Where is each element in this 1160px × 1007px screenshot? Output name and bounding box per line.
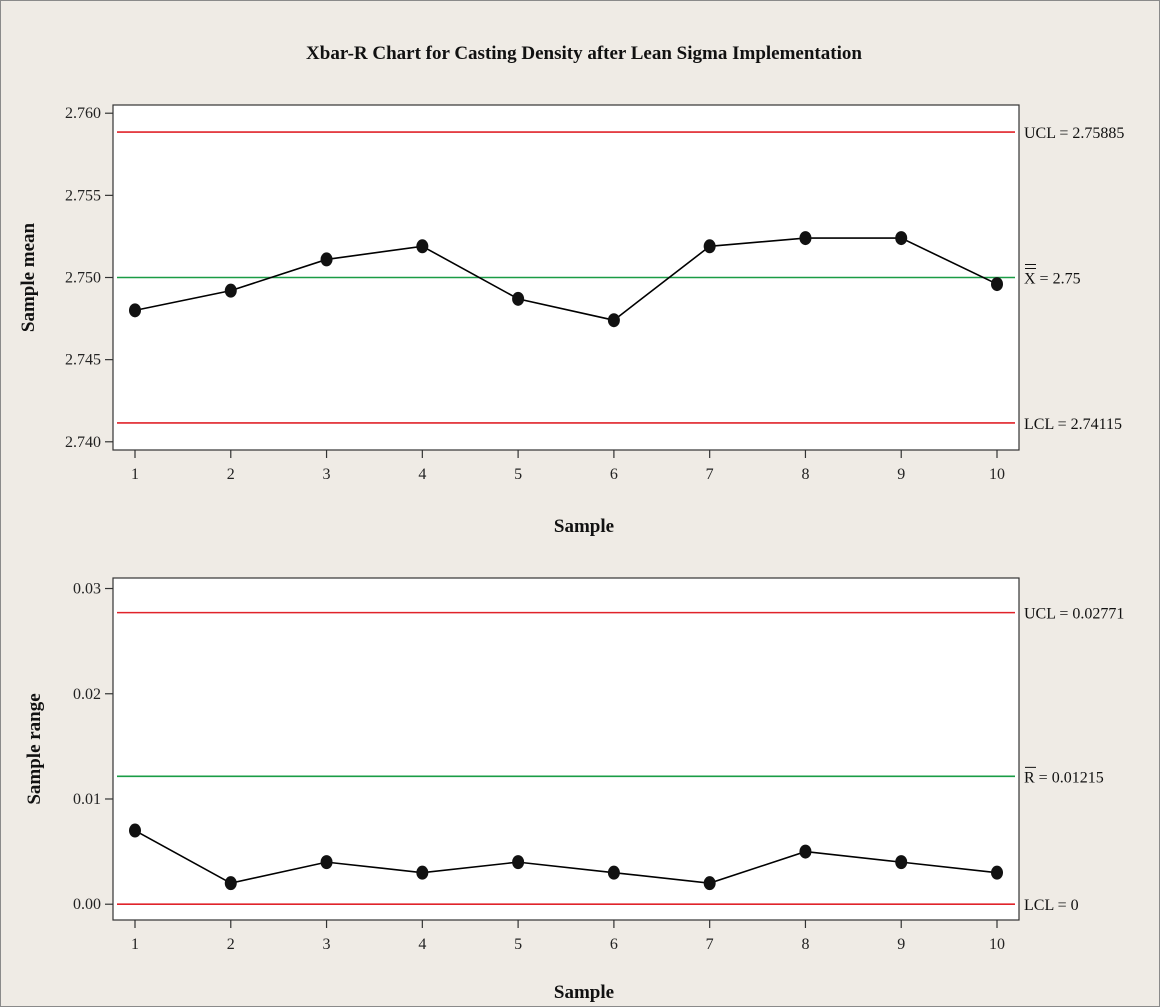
xbar-panel: 2.760 2.755 2.750 2.745 2.740 1 2 3 4 5 6 7 8 9 10 UCL … — [18, 104, 1124, 537]
range-center-label: R = 0.01215 — [1024, 769, 1104, 786]
range-point — [416, 865, 429, 880]
range-point — [799, 844, 812, 859]
xbar-point — [991, 277, 1003, 292]
xbar-point — [224, 283, 237, 298]
xbar-y-axis-label: Sample mean — [18, 222, 39, 332]
xbar-xtick-label: 3 — [323, 466, 331, 483]
range-y-axis-label: Sample range — [24, 693, 45, 804]
range-xtick-label: 6 — [610, 936, 618, 953]
xbar-ucl-label: UCL = 2.75885 — [1024, 125, 1124, 142]
xbar-xtick-label: 5 — [514, 466, 522, 483]
xbar-xtick-label: 7 — [706, 466, 714, 483]
range-ytick-label: 0.02 — [73, 686, 101, 703]
xbar-point — [512, 291, 525, 306]
range-x-axis-label: Sample — [554, 982, 614, 1003]
range-ytick-label: 0.00 — [73, 896, 101, 913]
xbar-lcl-label: LCL = 2.74115 — [1024, 416, 1122, 433]
xbar-xtick-label: 8 — [801, 466, 809, 483]
range-point — [224, 876, 237, 891]
range-point — [512, 855, 525, 870]
range-point — [991, 865, 1003, 880]
range-panel: 0.03 0.02 0.01 0.00 1 2 3 4 5 6 7 8 9 10 UCL = 0.02771… — [24, 577, 1124, 1003]
xbar-ytick-label: 2.745 — [65, 352, 101, 369]
range-point — [895, 855, 908, 870]
range-xtick-label: 1 — [131, 936, 139, 953]
range-ucl-label: UCL = 0.02771 — [1024, 606, 1124, 623]
xbar-point — [703, 239, 716, 254]
range-xtick-label: 3 — [323, 936, 331, 953]
xbar-point — [129, 303, 141, 318]
range-series-line — [134, 829, 998, 885]
range-point — [703, 876, 716, 891]
range-xtick-label: 2 — [227, 936, 235, 953]
xbar-xtick-label: 1 — [131, 466, 139, 483]
xbar-xtick-label: 2 — [227, 466, 235, 483]
xbar-point — [895, 231, 908, 246]
range-point — [607, 865, 620, 880]
range-xtick-label: 9 — [897, 936, 905, 953]
xbar-series-line — [134, 237, 998, 322]
range-xtick-label: 7 — [706, 936, 714, 953]
range-lcl-label: LCL = 0 — [1024, 897, 1079, 914]
xbar-ytick-label: 2.750 — [65, 270, 101, 287]
xbar-xtick-label: 9 — [897, 466, 905, 483]
xbar-ytick-label: 2.755 — [65, 187, 101, 204]
range-xtick-label: 8 — [801, 936, 809, 953]
xbar-xtick-label: 6 — [610, 466, 618, 483]
range-ytick-label: 0.01 — [73, 791, 101, 808]
range-plot-area — [112, 577, 1020, 921]
range-point — [129, 823, 141, 838]
range-point — [320, 855, 333, 870]
range-xtick-label: 4 — [418, 936, 426, 953]
xbar-ytick-label: 2.760 — [65, 105, 101, 122]
xbar-point — [320, 252, 333, 267]
range-ytick-label: 0.03 — [73, 581, 101, 598]
xbar-point — [416, 239, 429, 254]
xbar-x-axis-label: Sample — [554, 516, 614, 537]
xbar-ytick-label: 2.740 — [65, 434, 101, 451]
xbar-point — [799, 231, 812, 246]
xbar-point — [607, 313, 620, 328]
chart-title: Xbar-R Chart for Casting Density after L… — [306, 43, 862, 64]
range-xtick-label: 5 — [514, 936, 522, 953]
xbar-xtick-label: 4 — [418, 466, 426, 483]
xbar-center-label: X = 2.75 — [1024, 271, 1081, 288]
range-xtick-label: 10 — [989, 936, 1005, 953]
xbar-xtick-label: 10 — [989, 466, 1005, 483]
